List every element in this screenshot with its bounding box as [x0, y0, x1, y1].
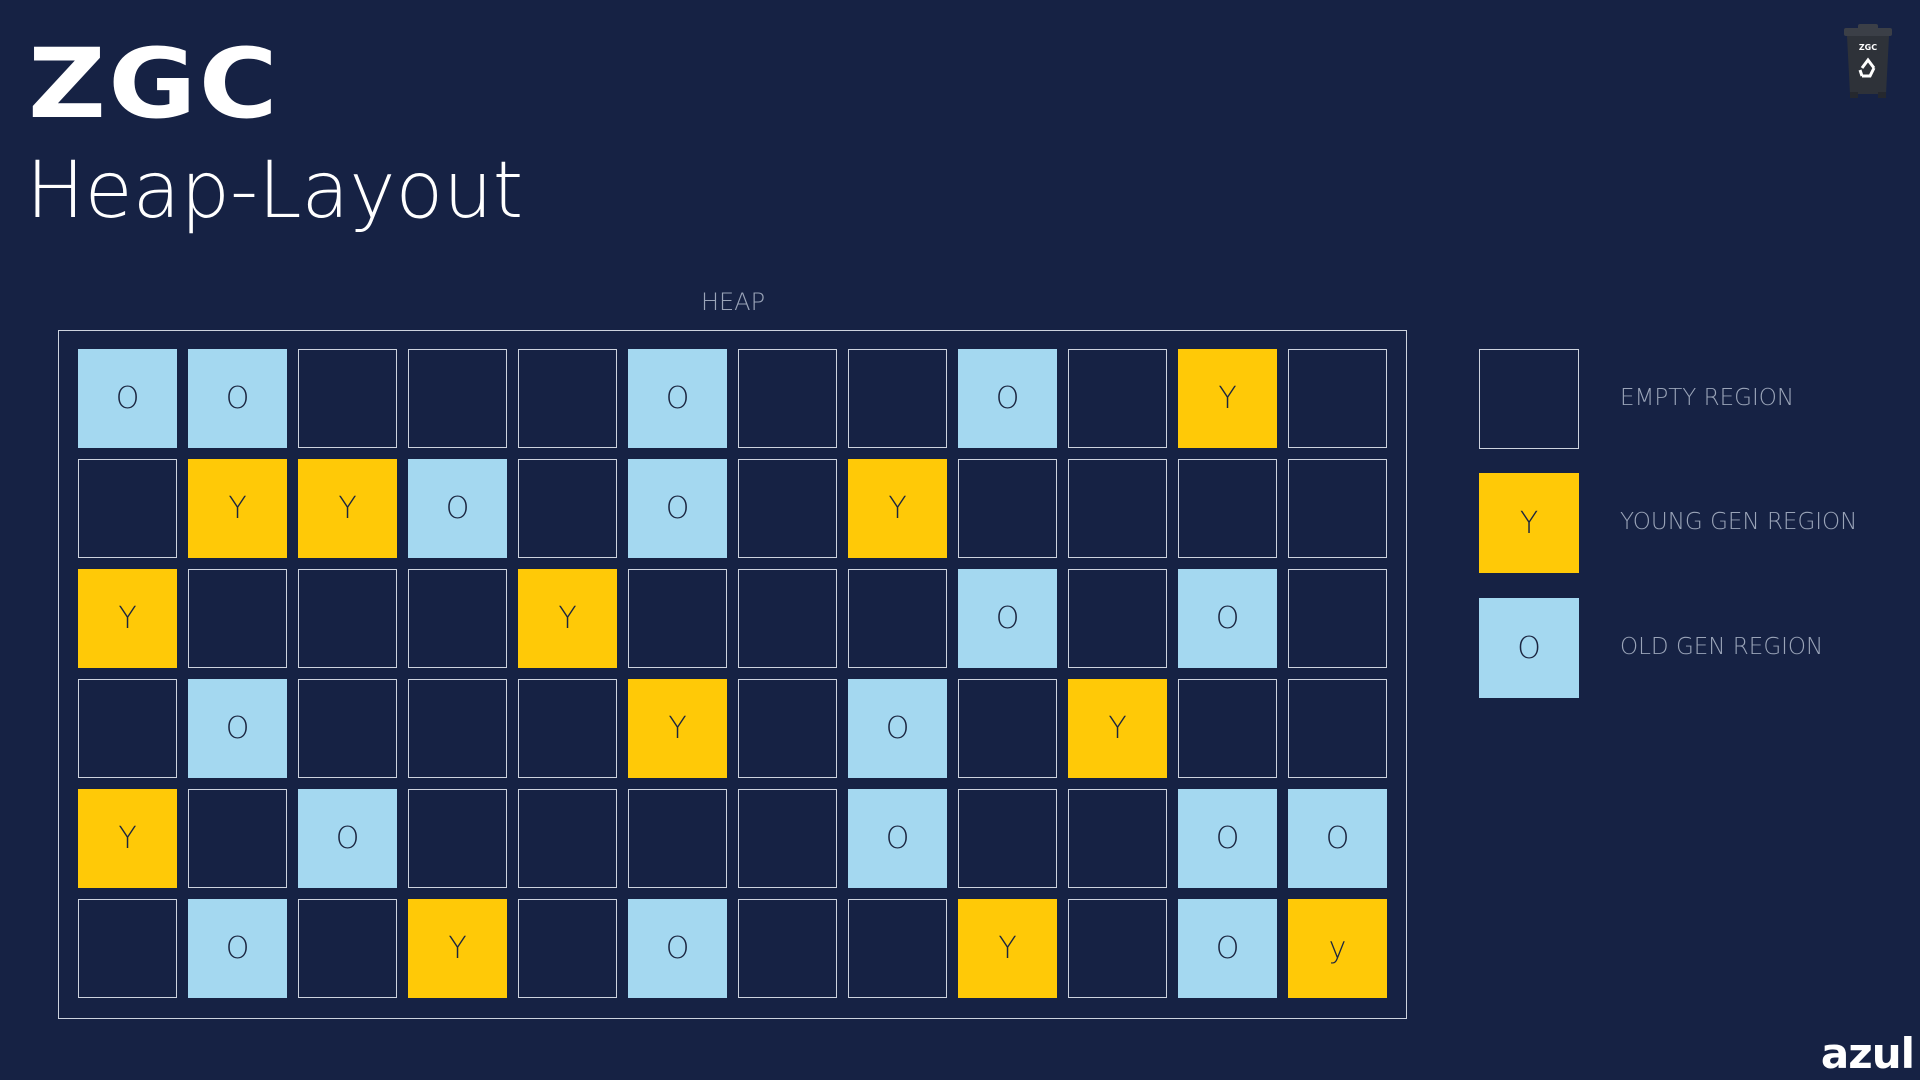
empty-region-cell: [958, 789, 1057, 888]
old-gen-region-cell: O: [78, 349, 177, 448]
empty-region-cell: [298, 679, 397, 778]
old-gen-region-cell: O: [188, 349, 287, 448]
empty-region-cell: [848, 899, 947, 998]
old-gen-region-cell: O: [958, 569, 1057, 668]
empty-region-cell: [1068, 459, 1167, 558]
empty-region-cell: [78, 679, 177, 778]
legend-swatch-old: O: [1479, 598, 1579, 698]
legend-label: OLD GEN REGION: [1620, 634, 1824, 660]
old-gen-region-cell: O: [628, 459, 727, 558]
empty-region-cell: [738, 789, 837, 888]
young-gen-region-cell: Y: [1068, 679, 1167, 778]
empty-region-cell: [738, 459, 837, 558]
empty-region-cell: [1288, 679, 1387, 778]
legend-swatch-young: Y: [1479, 473, 1579, 573]
empty-region-cell: [408, 349, 507, 448]
old-gen-region-cell: O: [958, 349, 1057, 448]
old-gen-region-cell: O: [1178, 569, 1277, 668]
young-gen-region-cell: Y: [848, 459, 947, 558]
bin-logo-text: ZGC: [1859, 43, 1877, 52]
old-gen-region-cell: O: [1178, 899, 1277, 998]
empty-region-cell: [1288, 459, 1387, 558]
young-gen-region-cell: Y: [298, 459, 397, 558]
young-gen-region-cell: Y: [958, 899, 1057, 998]
old-gen-region-cell: O: [628, 349, 727, 448]
empty-region-cell: [738, 569, 837, 668]
page-title: Heap-Layout: [26, 146, 524, 236]
empty-region-cell: [78, 459, 177, 558]
empty-region-cell: [958, 679, 1057, 778]
empty-region-cell: [188, 789, 287, 888]
empty-region-cell: [518, 679, 617, 778]
legend-label: YOUNG GEN REGION: [1620, 509, 1858, 535]
empty-region-cell: [1288, 569, 1387, 668]
heap-label: HEAP: [700, 288, 766, 316]
empty-region-cell: [1178, 459, 1277, 558]
young-gen-region-cell: Y: [1178, 349, 1277, 448]
empty-region-cell: [958, 459, 1057, 558]
legend-label: EMPTY REGION: [1620, 385, 1795, 411]
young-gen-region-cell: Y: [188, 459, 287, 558]
young-gen-region-cell: Y: [408, 899, 507, 998]
old-gen-region-cell: O: [298, 789, 397, 888]
recycle-bin-icon: ZGC: [1844, 24, 1892, 98]
empty-region-cell: [848, 349, 947, 448]
young-gen-region-cell: Y: [628, 679, 727, 778]
old-gen-region-cell: O: [408, 459, 507, 558]
old-gen-region-cell: O: [188, 679, 287, 778]
empty-region-cell: [78, 899, 177, 998]
empty-region-cell: [848, 569, 947, 668]
empty-region-cell: [1068, 789, 1167, 888]
empty-region-cell: [518, 459, 617, 558]
old-gen-region-cell: O: [1288, 789, 1387, 888]
zgc-logo: ZGC: [28, 28, 280, 140]
empty-region-cell: [298, 349, 397, 448]
young-gen-region-cell: Y: [78, 789, 177, 888]
empty-region-cell: [1068, 569, 1167, 668]
old-gen-region-cell: O: [188, 899, 287, 998]
old-gen-region-cell: O: [1178, 789, 1277, 888]
old-gen-region-cell: O: [628, 899, 727, 998]
empty-region-cell: [1288, 349, 1387, 448]
empty-region-cell: [518, 899, 617, 998]
heap-frame: [58, 330, 1407, 1019]
old-gen-region-cell: O: [848, 789, 947, 888]
empty-region-cell: [188, 569, 287, 668]
empty-region-cell: [1068, 899, 1167, 998]
young-gen-region-cell: Y: [78, 569, 177, 668]
empty-region-cell: [408, 679, 507, 778]
empty-region-cell: [408, 789, 507, 888]
old-gen-region-cell: O: [848, 679, 947, 778]
empty-region-cell: [1178, 679, 1277, 778]
empty-region-cell: [738, 679, 837, 778]
young-gen-region-cell: Y: [518, 569, 617, 668]
empty-region-cell: [738, 349, 837, 448]
empty-region-cell: [1068, 349, 1167, 448]
empty-region-cell: [628, 789, 727, 888]
empty-region-cell: [628, 569, 727, 668]
legend-swatch-empty: [1479, 349, 1579, 449]
empty-region-cell: [738, 899, 837, 998]
empty-region-cell: [408, 569, 507, 668]
empty-region-cell: [518, 349, 617, 448]
empty-region-cell: [298, 899, 397, 998]
azul-brand-logo: azul: [1820, 1029, 1915, 1078]
empty-region-cell: [298, 569, 397, 668]
empty-region-cell: [518, 789, 617, 888]
young-gen-region-cell: y: [1288, 899, 1387, 998]
